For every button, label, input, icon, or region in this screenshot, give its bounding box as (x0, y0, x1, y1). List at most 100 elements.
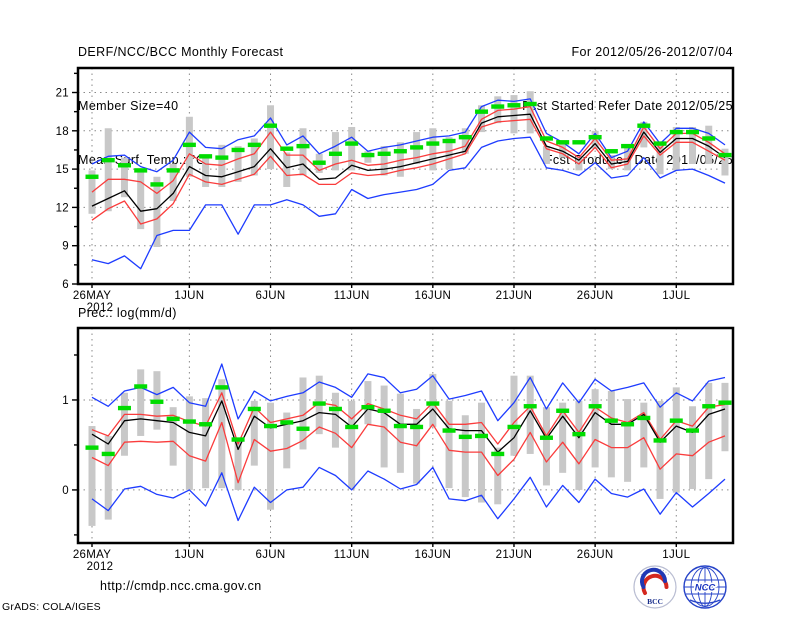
x-tick-label: 26MAY (73, 290, 111, 302)
gray-spread-bar (104, 435, 112, 520)
y-tick-label: 21 (56, 88, 69, 100)
y-tick-label: 15 (56, 164, 69, 176)
gray-spread-bar (120, 157, 128, 198)
gray-spread-bar (721, 148, 729, 176)
gray-spread-bar (250, 138, 258, 176)
green-dash-marker (491, 451, 505, 457)
y-tick-label: 9 (62, 241, 69, 253)
gray-spread-bar (348, 400, 356, 490)
series-black-ensemble-mean (91, 400, 726, 453)
x-tick-label: 26MAY (73, 549, 111, 561)
green-dash-marker (475, 433, 489, 439)
gray-spread-bar (88, 426, 96, 526)
gray-spread-bar (591, 130, 599, 149)
x-tick-label: 16JUN (415, 290, 452, 302)
green-dash-marker (475, 109, 489, 114)
green-dash-marker (85, 174, 99, 179)
gray-spread-bar (380, 146, 388, 176)
green-dash-marker (588, 134, 602, 140)
gray-spread-bar (640, 121, 648, 148)
gray-spread-bar (250, 400, 258, 466)
green-dash-marker (312, 401, 326, 406)
green-dash-marker (491, 104, 505, 109)
x-axis-year-label: 2012 (87, 302, 114, 314)
gray-spread-bar (607, 155, 615, 170)
green-dash-marker (199, 422, 213, 427)
gray-spread-bar (494, 96, 502, 124)
green-dash-marker (166, 416, 180, 422)
x-tick-label: 11JUN (334, 290, 370, 302)
green-dash-marker (588, 404, 602, 409)
green-dash-marker (117, 163, 131, 168)
green-dash-marker (296, 143, 310, 149)
green-dash-marker (426, 141, 440, 146)
green-dash-marker (280, 420, 294, 425)
forecast-range-label: For 2012/05/26-2012/07/04 (571, 45, 733, 59)
green-dash-marker (604, 418, 618, 423)
green-dash-marker (507, 424, 521, 430)
green-dash-marker (458, 434, 472, 440)
gray-spread-bar (656, 400, 664, 499)
x-axis-year-label: 2012 (87, 561, 114, 573)
green-dash-marker (150, 182, 164, 187)
gray-spread-bar (461, 415, 469, 498)
series-red-lower-bound (91, 421, 726, 484)
gray-spread-bar (299, 128, 307, 176)
green-dash-marker (410, 424, 424, 430)
green-dash-marker (572, 140, 586, 145)
gray-spread-bar (185, 396, 193, 490)
green-dash-marker (101, 451, 115, 457)
x-tick-label: 1JUL (662, 549, 690, 561)
gray-spread-bar (689, 126, 697, 164)
green-dash-marker (393, 149, 407, 154)
gray-spread-bar (169, 164, 177, 202)
green-dash-marker (669, 129, 683, 135)
green-dash-marker (426, 401, 440, 406)
gray-spread-bar (689, 406, 697, 490)
gray-spread-bar (299, 377, 307, 450)
gray-spread-bar (542, 146, 550, 164)
green-dash-marker (247, 406, 261, 412)
gray-spread-bar (510, 95, 518, 134)
green-dash-marker (361, 404, 375, 410)
green-dash-marker (134, 168, 148, 173)
gray-spread-bar (267, 402, 275, 510)
member-size-label: Member Size=40 (78, 99, 179, 113)
gray-spread-bar (283, 412, 291, 469)
gray-spread-bar (591, 389, 599, 468)
green-dash-marker (718, 400, 732, 405)
gray-spread-bar (331, 392, 339, 448)
green-dash-marker (637, 415, 651, 421)
green-dash-marker (264, 123, 278, 128)
green-dash-marker (572, 431, 586, 437)
footer-url: http://cmdp.ncc.cma.gov.cn (100, 579, 262, 593)
gray-spread-bar (624, 399, 632, 482)
green-dash-marker (345, 141, 359, 146)
bcc-logo: BCC (633, 565, 677, 609)
green-dash-marker (215, 155, 229, 160)
gray-spread-bar (672, 126, 680, 171)
gray-spread-bar (559, 402, 567, 473)
series-red-upper-bound (91, 105, 726, 195)
figure-title: DERF/NCC/BCC Monthly Forecast (78, 45, 284, 59)
gray-spread-bar (672, 387, 680, 493)
observation-markers (85, 384, 732, 457)
gray-spread-bar (202, 398, 210, 489)
gray-spread-bar (348, 126, 356, 171)
ncc-logo-text: NCC (695, 583, 716, 594)
x-tick-label: 26JUN (577, 290, 614, 302)
green-dash-marker (442, 428, 456, 433)
gray-spread-bar (607, 390, 615, 478)
gray-spread-bar (202, 157, 210, 187)
gray-spread-bar (153, 176, 161, 247)
green-dash-marker (361, 152, 375, 158)
green-dash-marker (653, 141, 667, 146)
green-dash-marker (101, 157, 115, 163)
gray-spread-bar (445, 137, 453, 170)
green-dash-marker (215, 385, 229, 390)
grads-credit: GrADS: COLA/IGES (2, 601, 101, 613)
green-dash-marker (539, 435, 553, 440)
